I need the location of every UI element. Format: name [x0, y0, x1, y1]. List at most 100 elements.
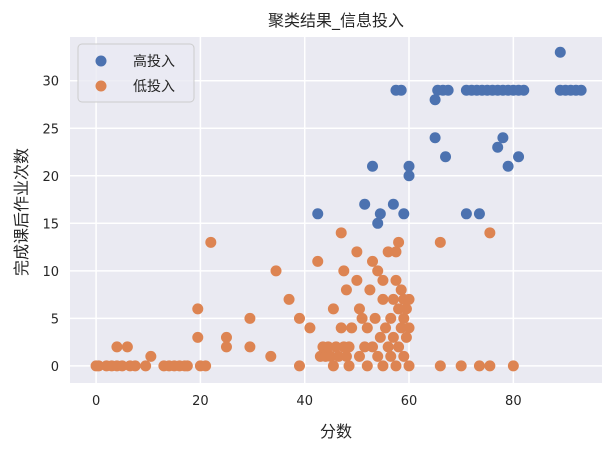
data-point: [140, 360, 152, 372]
data-point: [93, 360, 105, 372]
data-point: [351, 246, 363, 258]
series-high: [312, 46, 587, 229]
data-point: [220, 331, 232, 343]
y-tick-label: 20: [42, 170, 59, 185]
data-point: [374, 208, 386, 220]
y-tick-label: 5: [51, 312, 59, 327]
data-points: [90, 46, 587, 372]
data-point: [364, 284, 376, 296]
data-point: [343, 341, 355, 353]
data-point: [382, 341, 394, 353]
data-point: [338, 265, 350, 277]
data-point: [377, 360, 389, 372]
data-point: [387, 293, 399, 305]
legend-box: [77, 43, 195, 103]
data-point: [460, 208, 472, 220]
data-point: [367, 160, 379, 172]
x-tick-label: 0: [92, 394, 100, 409]
data-point: [434, 236, 446, 248]
data-point: [361, 360, 373, 372]
y-tick-label: 30: [42, 75, 59, 90]
data-point: [372, 265, 384, 277]
data-point: [367, 255, 379, 267]
data-point: [387, 331, 399, 343]
data-point: [393, 341, 405, 353]
y-tick-label: 10: [42, 265, 59, 280]
x-tick-label: 40: [296, 394, 313, 409]
data-point: [403, 322, 415, 334]
data-point: [244, 312, 256, 324]
data-point: [327, 303, 339, 315]
y-tick-label: 15: [42, 217, 59, 232]
data-point: [429, 94, 441, 106]
data-point: [312, 255, 324, 267]
data-point: [395, 84, 407, 96]
data-point: [304, 322, 316, 334]
x-axis-label: 分数: [320, 422, 352, 441]
x-tick-labels: 0 20 40 60 80: [92, 394, 522, 409]
data-point: [380, 322, 392, 334]
data-point: [343, 360, 355, 372]
data-point: [359, 198, 371, 210]
y-tick-labels: 0 5 10 15 20 25 30: [42, 75, 59, 375]
data-point: [335, 322, 347, 334]
data-point: [442, 84, 454, 96]
data-point: [361, 322, 373, 334]
legend: 高投入 低投入: [77, 43, 195, 103]
data-point: [327, 360, 339, 372]
data-point: [372, 350, 384, 362]
data-point: [356, 312, 368, 324]
grid-lines: [70, 37, 602, 383]
data-point: [390, 274, 402, 286]
legend-label-high: 高投入: [133, 53, 175, 70]
data-point: [398, 350, 410, 362]
y-axis-label: 完成课后作业次数: [12, 148, 31, 276]
data-point: [382, 246, 394, 258]
data-point: [121, 341, 133, 353]
data-point: [398, 312, 410, 324]
chart-title: 聚类结果_信息投入: [268, 11, 404, 31]
data-point: [497, 132, 509, 144]
data-point: [353, 303, 365, 315]
data-point: [403, 160, 415, 172]
data-point: [393, 303, 405, 315]
data-point: [346, 322, 358, 334]
data-point: [513, 151, 525, 163]
data-point: [502, 160, 514, 172]
data-point: [385, 312, 397, 324]
data-point: [265, 350, 277, 362]
data-point: [473, 208, 485, 220]
data-point: [220, 341, 232, 353]
data-point: [369, 312, 381, 324]
data-point: [400, 303, 412, 315]
y-tick-label: 25: [42, 122, 59, 137]
series-low: [90, 227, 519, 372]
data-point: [372, 217, 384, 229]
data-point: [325, 350, 337, 362]
x-tick-label: 80: [505, 394, 522, 409]
data-point: [340, 284, 352, 296]
data-point: [293, 360, 305, 372]
legend-label-low: 低投入: [133, 79, 175, 95]
data-point: [395, 284, 407, 296]
data-point: [244, 341, 256, 353]
data-point: [473, 360, 485, 372]
x-tick-label: 20: [192, 394, 209, 409]
data-point: [359, 341, 371, 353]
data-point: [145, 350, 157, 362]
data-point: [440, 151, 452, 163]
data-point: [116, 360, 128, 372]
x-tick-label: 60: [401, 394, 418, 409]
data-point: [205, 236, 217, 248]
legend-marker-low: [95, 80, 107, 92]
data-point: [377, 293, 389, 305]
legend-marker-high: [95, 55, 107, 67]
data-point: [403, 293, 415, 305]
data-point: [351, 274, 363, 286]
data-point: [554, 46, 566, 58]
data-point: [429, 132, 441, 144]
data-point: [192, 331, 204, 343]
data-point: [484, 227, 496, 239]
data-point: [111, 341, 123, 353]
